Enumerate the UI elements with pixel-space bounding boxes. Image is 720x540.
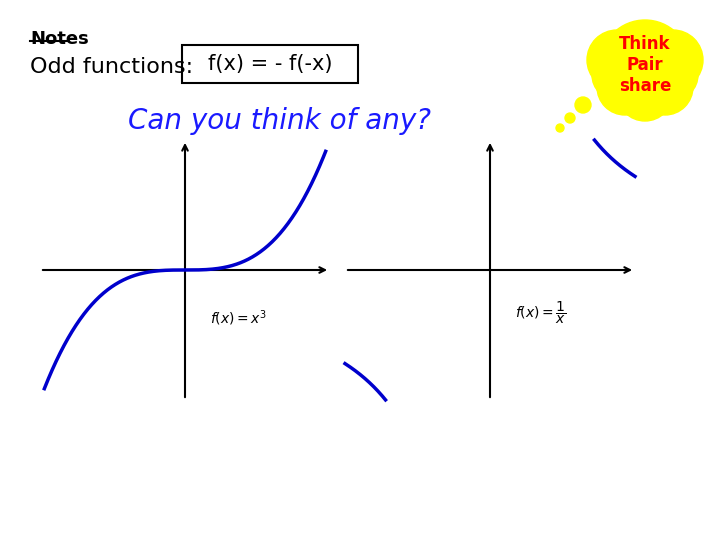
Circle shape [575,97,591,113]
Text: Notes: Notes [30,30,89,48]
Circle shape [637,59,693,115]
Circle shape [565,113,575,123]
Circle shape [587,30,647,90]
Text: $f(x) = x^3$: $f(x) = x^3$ [210,308,267,328]
Text: Odd functions:: Odd functions: [30,57,193,77]
Circle shape [617,65,673,121]
Circle shape [556,124,564,132]
Text: Think
Pair
share: Think Pair share [618,35,671,95]
Text: f(x) = - f(-x): f(x) = - f(-x) [208,54,332,74]
FancyBboxPatch shape [182,45,358,83]
Circle shape [648,50,698,100]
Text: Can you think of any?: Can you think of any? [128,107,431,135]
Text: $f(x) = \dfrac{1}{x}$: $f(x) = \dfrac{1}{x}$ [515,300,567,326]
Circle shape [600,20,690,110]
Circle shape [597,59,653,115]
Circle shape [643,30,703,90]
Circle shape [592,50,642,100]
